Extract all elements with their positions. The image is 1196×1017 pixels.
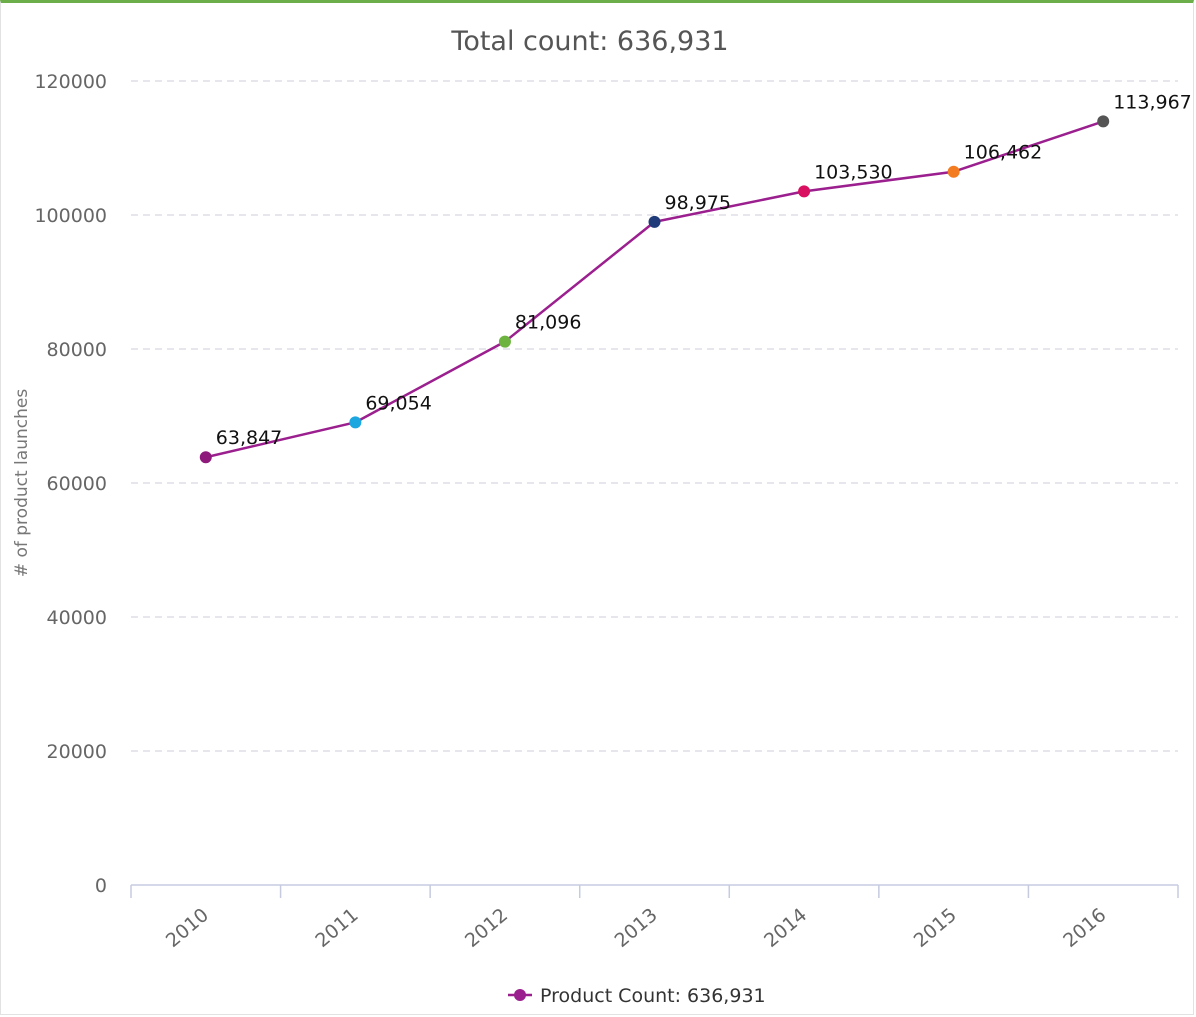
y-tick-label: 80000 [47,339,107,361]
y-tick-label: 20000 [47,741,107,763]
y-tick-label: 40000 [47,607,107,629]
y-tick-label: 0 [95,875,107,897]
y-tick-label: 60000 [47,473,107,495]
data-point [349,416,362,429]
x-tick-label: 2011 [311,904,362,952]
data-label: 106,462 [964,142,1043,164]
y-tick-label: 120000 [34,71,107,93]
legend-label: Product Count: 636,931 [540,985,766,1007]
data-point [648,215,661,228]
axes: 0 20000 40000 60000 80000 100000 120000 2010 201… [34,71,1179,952]
data-label: 113,967 [1113,91,1192,113]
series-group: 63,847 69,054 81,096 98,975 103,530 106,462 11… [199,91,1192,464]
x-tick-label: 2015 [910,904,961,952]
data-label: 63,847 [216,427,282,449]
data-point [798,185,811,198]
data-label: 81,096 [515,312,581,334]
x-tick-label: 2012 [461,904,512,952]
y-axis-label: # of product launches [12,389,32,577]
x-tick-label: 2013 [611,904,662,952]
legend: Product Count: 636,931 [508,985,766,1007]
gridlines [131,80,1178,752]
data-label: 69,054 [365,392,431,414]
data-label: 103,530 [814,161,893,183]
x-tick-label: 2014 [760,904,811,952]
x-tick-label: 2016 [1059,904,1110,952]
x-tick-label: 2010 [162,904,213,952]
data-label: 98,975 [665,192,731,214]
data-point [498,335,511,348]
data-point [199,451,212,464]
chart-title: Total count: 636,931 [450,26,728,57]
data-point [947,165,960,178]
y-tick-label: 100000 [34,205,107,227]
series-line [205,120,1104,459]
data-point [1097,115,1110,128]
legend-marker-icon [514,989,526,1001]
